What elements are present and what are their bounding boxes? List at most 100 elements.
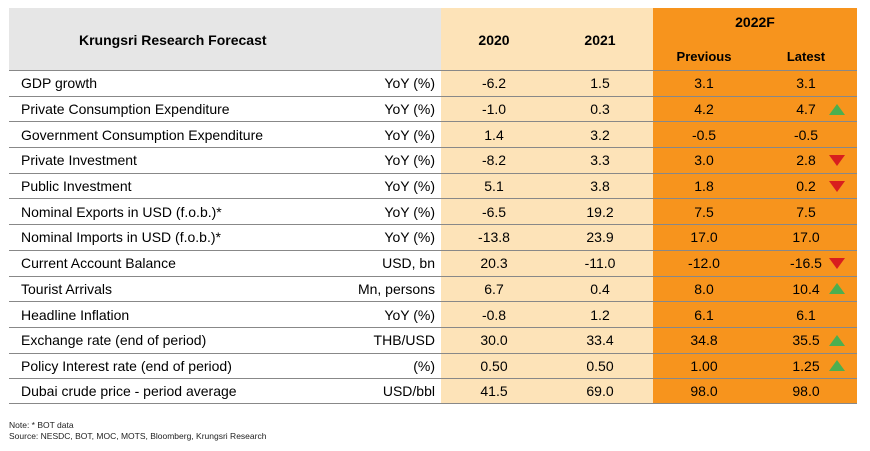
row-name: Nominal Exports in USD (f.o.b.)* bbox=[21, 203, 222, 220]
row-value-previous-cell: 8.0 bbox=[653, 276, 755, 302]
note-text: Note: * BOT data bbox=[9, 420, 74, 430]
row-value-latest: 2.8 bbox=[796, 152, 816, 169]
table-row: Public Investment YoY (%) 5.1 3.8 1.8 0.2 bbox=[9, 172, 857, 199]
row-value-latest: 98.0 bbox=[792, 383, 820, 400]
row-value-2020: -8.2 bbox=[481, 152, 507, 169]
row-value-previous: 7.5 bbox=[694, 203, 714, 220]
row-value-2021: 0.3 bbox=[590, 101, 610, 118]
table-row: GDP growth YoY (%) -6.2 1.5 3.1 3.1 bbox=[9, 70, 857, 96]
row-value-latest-cell: 17.0 bbox=[755, 225, 857, 250]
row-unit: YoY (%) bbox=[384, 152, 435, 169]
row-unit: YoY (%) bbox=[384, 203, 435, 220]
row-value-2020: -1.0 bbox=[481, 101, 507, 118]
table-row: Dubai crude price - period average USD/bb… bbox=[9, 378, 857, 404]
row-value-latest: 35.5 bbox=[792, 332, 820, 349]
row-value-2021-cell: 69.0 bbox=[547, 379, 653, 403]
row-value-previous-cell: 3.1 bbox=[653, 71, 755, 96]
row-value-previous: -0.5 bbox=[691, 126, 717, 143]
row-name-cell: Headline Inflation bbox=[9, 302, 349, 327]
row-value-previous: 1.8 bbox=[694, 178, 714, 195]
row-value-latest-cell: -0.5 bbox=[755, 122, 857, 148]
row-value-2020: -0.8 bbox=[481, 306, 507, 323]
row-value-2020: 5.1 bbox=[484, 178, 504, 195]
row-value-2021: 1.5 bbox=[590, 75, 610, 92]
row-unit-cell: Mn, persons bbox=[349, 276, 441, 302]
row-value-2021-cell: 23.9 bbox=[547, 225, 653, 250]
row-value-previous: -12.0 bbox=[688, 255, 720, 272]
row-value-2020: 30.0 bbox=[480, 332, 508, 349]
row-value-latest-cell: 4.7 bbox=[755, 96, 857, 122]
row-value-2020-cell: -0.8 bbox=[441, 302, 547, 327]
triangle-up-icon bbox=[829, 103, 845, 115]
header-2021-cell: 2021 bbox=[547, 8, 653, 70]
row-value-2021: 3.3 bbox=[590, 152, 610, 169]
row-unit: YoY (%) bbox=[384, 101, 435, 118]
row-name-cell: Public Investment bbox=[9, 173, 349, 199]
row-value-latest: -16.5 bbox=[790, 255, 822, 272]
row-value-previous-cell: 7.5 bbox=[653, 199, 755, 225]
row-value-2020-cell: 30.0 bbox=[441, 327, 547, 353]
row-value-2020-cell: 6.7 bbox=[441, 276, 547, 302]
row-value-latest: 10.4 bbox=[792, 280, 820, 297]
forecast-table: Krungsri Research Forecast 2020 2021 Pre… bbox=[9, 8, 857, 404]
row-unit: YoY (%) bbox=[384, 229, 435, 246]
header-2020-cell: 2020 bbox=[441, 8, 547, 70]
row-name-cell: Nominal Imports in USD (f.o.b.)* bbox=[9, 225, 349, 250]
row-value-2021: 3.2 bbox=[590, 126, 610, 143]
row-value-previous: 4.2 bbox=[694, 101, 714, 118]
row-value-previous-cell: 6.1 bbox=[653, 302, 755, 327]
row-unit: YoY (%) bbox=[384, 178, 435, 195]
row-name: Private Consumption Expenditure bbox=[21, 101, 230, 118]
header-2022f: 2022F bbox=[735, 14, 775, 30]
row-value-latest-cell: 6.1 bbox=[755, 302, 857, 327]
row-value-2020: 6.7 bbox=[484, 280, 504, 297]
row-name-cell: GDP growth bbox=[9, 71, 349, 96]
row-value-latest-cell: 35.5 bbox=[755, 327, 857, 353]
row-unit: YoY (%) bbox=[384, 75, 435, 92]
header-previous-cell: Previous bbox=[653, 8, 755, 70]
row-unit: YoY (%) bbox=[384, 126, 435, 143]
row-value-previous-cell: 3.0 bbox=[653, 148, 755, 173]
row-name: Tourist Arrivals bbox=[21, 280, 113, 297]
row-value-2020: 41.5 bbox=[480, 383, 508, 400]
footnotes: Note: * BOT data Source: NESDC, BOT, MOC… bbox=[9, 420, 266, 442]
header-2020: 2020 bbox=[478, 32, 510, 48]
row-value-latest: 17.0 bbox=[792, 229, 820, 246]
row-value-previous: 3.0 bbox=[694, 152, 714, 169]
row-unit: YoY (%) bbox=[384, 306, 435, 323]
row-value-2020: 1.4 bbox=[484, 126, 504, 143]
row-name-cell: Nominal Exports in USD (f.o.b.)* bbox=[9, 199, 349, 225]
row-unit-cell: YoY (%) bbox=[349, 302, 441, 327]
row-unit: USD/bbl bbox=[382, 383, 435, 400]
row-name-cell: Policy Interest rate (end of period) bbox=[9, 353, 349, 379]
row-value-2021-cell: 33.4 bbox=[547, 327, 653, 353]
table-title: Krungsri Research Forecast bbox=[79, 32, 267, 48]
row-value-latest: 3.1 bbox=[796, 75, 816, 92]
row-name: Nominal Imports in USD (f.o.b.)* bbox=[21, 229, 221, 246]
triangle-up-icon bbox=[829, 283, 845, 295]
row-value-2020-cell: 0.50 bbox=[441, 353, 547, 379]
row-unit: USD, bn bbox=[382, 255, 435, 272]
row-name-cell: Private Investment bbox=[9, 148, 349, 173]
row-unit: (%) bbox=[413, 357, 435, 374]
row-unit-cell: YoY (%) bbox=[349, 148, 441, 173]
row-name: Dubai crude price - period average bbox=[21, 383, 237, 400]
row-name: Public Investment bbox=[21, 178, 132, 195]
row-unit-cell: YoY (%) bbox=[349, 199, 441, 225]
row-value-2021-cell: -11.0 bbox=[547, 250, 653, 276]
row-value-previous-cell: 34.8 bbox=[653, 327, 755, 353]
source-text: Source: NESDC, BOT, MOC, MOTS, Bloomberg… bbox=[9, 431, 267, 441]
row-name: Exchange rate (end of period) bbox=[21, 332, 207, 349]
header-2021: 2021 bbox=[584, 32, 616, 48]
row-value-2021: 0.4 bbox=[590, 280, 610, 297]
row-value-previous: 34.8 bbox=[690, 332, 718, 349]
row-value-2020-cell: -1.0 bbox=[441, 96, 547, 122]
row-value-2020-cell: 1.4 bbox=[441, 122, 547, 148]
triangle-up-icon bbox=[829, 360, 845, 372]
row-value-2020: -13.8 bbox=[478, 229, 510, 246]
row-value-latest: 1.25 bbox=[792, 357, 820, 374]
table-row: Government Consumption Expenditure YoY (%… bbox=[9, 121, 857, 148]
row-unit-cell: YoY (%) bbox=[349, 225, 441, 250]
table-row: Private Consumption Expenditure YoY (%) -1… bbox=[9, 95, 857, 122]
row-value-2021: 19.2 bbox=[586, 203, 614, 220]
